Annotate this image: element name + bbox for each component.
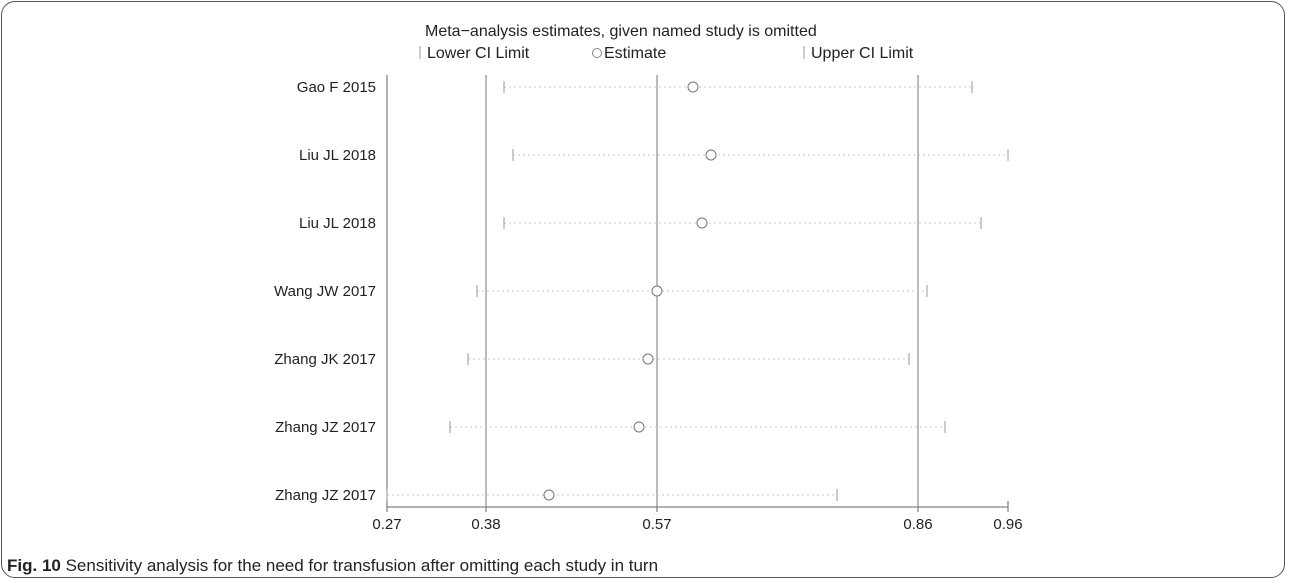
x-tick-label-2: 0.57 — [642, 516, 671, 533]
x-tick-label-4: 0.96 — [993, 516, 1022, 533]
figure-caption: Fig. 10 Sensitivity analysis for the nee… — [7, 556, 658, 576]
estimate-point-4 — [642, 353, 654, 365]
study-label-5: Zhang JZ 2017 — [275, 419, 376, 436]
legend-estimate-label: Estimate — [604, 45, 666, 62]
legend-upper-label: Upper CI Limit — [811, 45, 914, 62]
legend-lower-label: Lower CI Limit — [427, 45, 530, 62]
x-tick-label-0: 0.27 — [372, 516, 401, 533]
estimate-point-1 — [705, 149, 717, 161]
caption-text: Sensitivity analysis for the need for tr… — [60, 556, 659, 575]
chart-title: Meta−analysis estimates, given named stu… — [425, 23, 817, 40]
estimate-point-5 — [633, 421, 645, 433]
x-tick-label-1: 0.38 — [471, 516, 500, 533]
sensitivity-chart: Meta−analysis estimates, given named stu… — [274, 23, 1023, 533]
estimate-point-6 — [543, 489, 555, 501]
legend-estimate-marker — [592, 48, 602, 58]
caption-label: Fig. 10 — [7, 556, 61, 575]
study-label-0: Gao F 2015 — [297, 79, 376, 96]
study-label-1: Liu JL 2018 — [299, 147, 376, 164]
x-tick-label-3: 0.86 — [903, 516, 932, 533]
study-label-2: Liu JL 2018 — [299, 215, 376, 232]
estimate-point-3 — [651, 285, 663, 297]
study-label-6: Zhang JZ 2017 — [275, 487, 376, 504]
study-label-3: Wang JW 2017 — [274, 283, 376, 300]
estimate-point-0 — [687, 81, 699, 93]
estimate-point-2 — [696, 217, 708, 229]
study-label-4: Zhang JK 2017 — [274, 351, 376, 368]
